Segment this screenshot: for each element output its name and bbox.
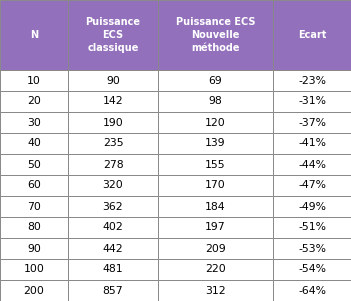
Bar <box>158 70 273 91</box>
Bar <box>158 175 273 196</box>
Text: Puissance
ECS
classique: Puissance ECS classique <box>86 17 140 53</box>
Text: 220: 220 <box>205 265 226 275</box>
Bar <box>273 175 351 196</box>
Text: N: N <box>30 30 38 40</box>
Bar <box>0 238 68 259</box>
Bar <box>158 280 273 301</box>
Bar <box>273 196 351 217</box>
Text: 200: 200 <box>24 286 45 296</box>
Bar <box>0 175 68 196</box>
Text: 362: 362 <box>103 201 123 212</box>
Bar <box>0 70 68 91</box>
Bar <box>68 238 158 259</box>
Text: 98: 98 <box>208 97 223 107</box>
Bar <box>273 259 351 280</box>
Bar <box>0 154 68 175</box>
Bar <box>0 217 68 238</box>
Text: 20: 20 <box>27 97 41 107</box>
Bar <box>273 154 351 175</box>
Bar <box>68 196 158 217</box>
Bar <box>158 112 273 133</box>
Bar <box>273 133 351 154</box>
Text: 190: 190 <box>102 117 123 128</box>
Bar <box>273 91 351 112</box>
Bar <box>0 133 68 154</box>
Bar <box>273 280 351 301</box>
Text: 481: 481 <box>103 265 123 275</box>
Bar <box>158 259 273 280</box>
Text: 857: 857 <box>103 286 123 296</box>
Text: Ecart: Ecart <box>298 30 326 40</box>
Text: 70: 70 <box>27 201 41 212</box>
Bar <box>158 0 273 70</box>
Bar <box>68 133 158 154</box>
Text: 320: 320 <box>102 181 123 191</box>
Text: 197: 197 <box>205 222 226 232</box>
Text: 80: 80 <box>27 222 41 232</box>
Text: 312: 312 <box>205 286 226 296</box>
Text: 100: 100 <box>24 265 45 275</box>
Bar <box>68 259 158 280</box>
Bar <box>68 91 158 112</box>
Text: -47%: -47% <box>298 181 326 191</box>
Bar <box>68 0 158 70</box>
Text: 278: 278 <box>103 160 123 169</box>
Text: -37%: -37% <box>298 117 326 128</box>
Text: -54%: -54% <box>298 265 326 275</box>
Bar <box>158 217 273 238</box>
Bar <box>158 133 273 154</box>
Text: 120: 120 <box>205 117 226 128</box>
Text: -64%: -64% <box>298 286 326 296</box>
Text: Puissance ECS
Nouvelle
méthode: Puissance ECS Nouvelle méthode <box>176 17 255 53</box>
Bar <box>0 259 68 280</box>
Bar <box>68 70 158 91</box>
Bar <box>68 154 158 175</box>
Bar <box>0 0 68 70</box>
Text: -49%: -49% <box>298 201 326 212</box>
Text: 142: 142 <box>103 97 123 107</box>
Bar <box>273 238 351 259</box>
Text: -31%: -31% <box>298 97 326 107</box>
Text: 50: 50 <box>27 160 41 169</box>
Text: 69: 69 <box>208 76 223 85</box>
Text: -51%: -51% <box>298 222 326 232</box>
Bar <box>0 196 68 217</box>
Text: 139: 139 <box>205 138 226 148</box>
Bar <box>68 217 158 238</box>
Bar <box>68 175 158 196</box>
Text: 442: 442 <box>103 244 123 253</box>
Bar <box>68 112 158 133</box>
Text: 60: 60 <box>27 181 41 191</box>
Text: 40: 40 <box>27 138 41 148</box>
Bar <box>273 0 351 70</box>
Bar <box>158 154 273 175</box>
Bar <box>273 217 351 238</box>
Bar <box>273 112 351 133</box>
Text: 30: 30 <box>27 117 41 128</box>
Text: 184: 184 <box>205 201 226 212</box>
Bar <box>158 238 273 259</box>
Text: -44%: -44% <box>298 160 326 169</box>
Text: 209: 209 <box>205 244 226 253</box>
Text: 402: 402 <box>102 222 123 232</box>
Bar <box>273 70 351 91</box>
Text: 10: 10 <box>27 76 41 85</box>
Text: 90: 90 <box>106 76 120 85</box>
Text: 155: 155 <box>205 160 226 169</box>
Text: -23%: -23% <box>298 76 326 85</box>
Text: -41%: -41% <box>298 138 326 148</box>
Bar <box>0 112 68 133</box>
Bar <box>68 280 158 301</box>
Text: -53%: -53% <box>298 244 326 253</box>
Text: 90: 90 <box>27 244 41 253</box>
Bar <box>0 91 68 112</box>
Text: 170: 170 <box>205 181 226 191</box>
Bar <box>0 280 68 301</box>
Text: 235: 235 <box>103 138 123 148</box>
Bar <box>158 196 273 217</box>
Bar <box>158 91 273 112</box>
